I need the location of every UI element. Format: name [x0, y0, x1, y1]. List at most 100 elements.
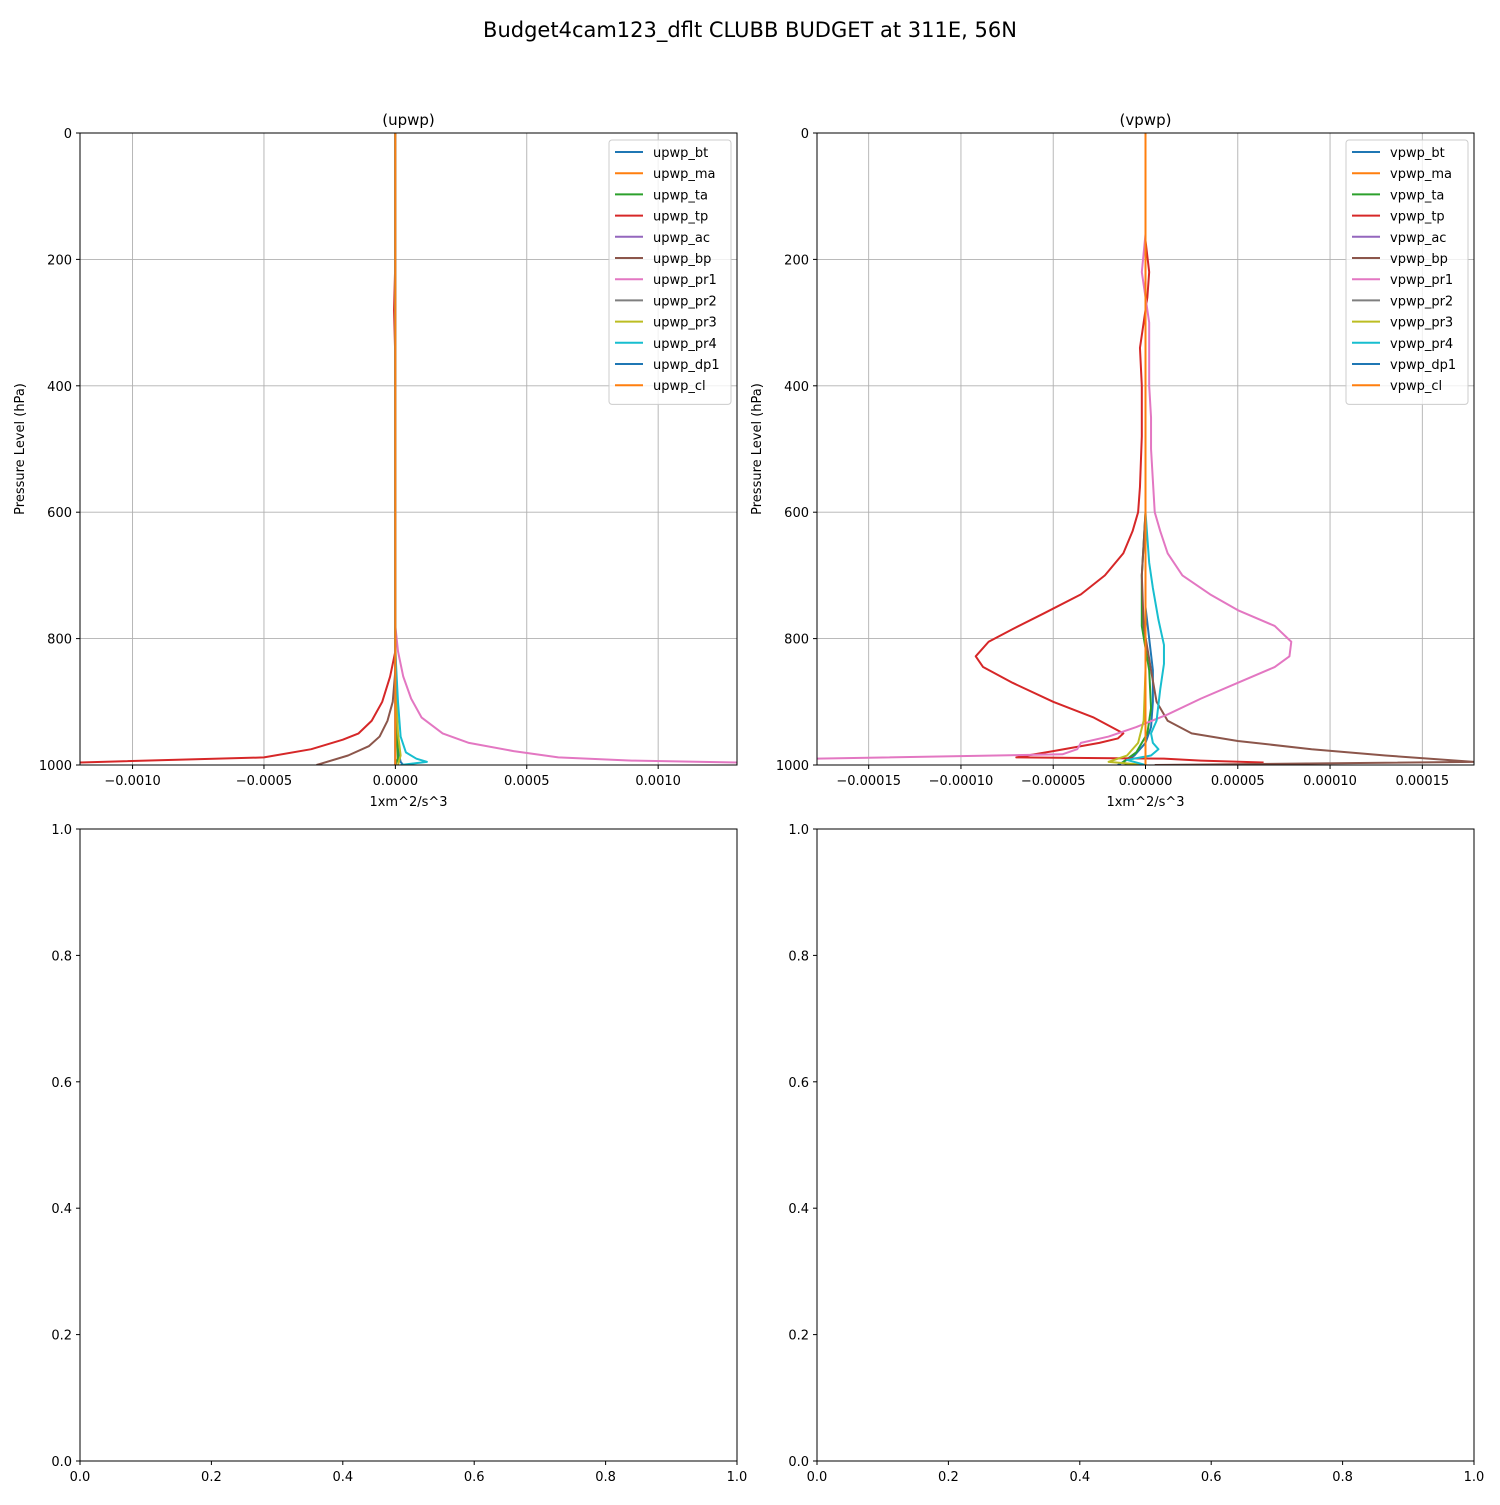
x-tick-label: 1.0 — [1464, 1470, 1485, 1485]
x-axis-label: 1xm^2/s^3 — [1106, 795, 1184, 810]
x-tick-label: 0.4 — [1069, 1470, 1090, 1485]
legend: vpwp_bt vpwp_ma vpwp_ta vpwp_tp vpwp_ac vpwp_… — [1345, 139, 1469, 405]
y-tick-label: 1.0 — [788, 823, 809, 838]
series-group — [817, 133, 1474, 765]
y-tick-label: 0.8 — [51, 949, 72, 964]
x-axis-label: 1xm^2/s^3 — [369, 795, 447, 810]
legend-label-upwp_ac: upwp_ac — [653, 231, 710, 246]
y-tick-label: 0.8 — [788, 949, 809, 964]
series-line-vpwp_pr1 — [817, 133, 1293, 760]
y-tick-label: 0.0 — [788, 1455, 809, 1470]
legend-label-upwp_bp: upwp_bp — [653, 252, 711, 267]
y-tick-label: 600 — [784, 506, 809, 521]
series-line-upwp_tp — [80, 133, 397, 764]
x-tick-label: 0.6 — [1201, 1470, 1222, 1485]
legend-label-vpwp_ta: vpwp_ta — [1390, 188, 1444, 203]
panel-title: (vpwp) — [1120, 111, 1172, 129]
legend-label-vpwp_bt: vpwp_bt — [1390, 146, 1445, 161]
legend-label-upwp_ma: upwp_ma — [653, 167, 716, 182]
series-group — [80, 133, 737, 765]
x-tick-label: 0.0 — [70, 1470, 91, 1485]
y-tick-label: 800 — [47, 633, 72, 648]
x-tick-label: 0.2 — [201, 1470, 222, 1485]
legend-label-vpwp_cl: vpwp_cl — [1390, 379, 1442, 394]
y-tick-label: 1000 — [39, 759, 72, 774]
legend-label-vpwp_pr3: vpwp_pr3 — [1390, 316, 1453, 331]
legend-label-upwp_cl: upwp_cl — [653, 379, 706, 394]
panel-3: 0.0 0.2 0.4 0.6 0.8 1.0 0.0 0.2 0.4 0.6 0.8 1.0 — [51, 823, 747, 1485]
y-tick-label: 0.6 — [788, 1076, 809, 1091]
x-tick-label: −0.00005 — [1021, 774, 1086, 789]
legend-label-vpwp_ma: vpwp_ma — [1390, 167, 1452, 182]
legend-label-upwp_pr2: upwp_pr2 — [653, 294, 717, 309]
y-tick-label: 0 — [64, 127, 72, 142]
legend: upwp_bt upwp_ma upwp_ta upwp_tp upwp_ac upwp_… — [608, 139, 732, 405]
x-tick-label: −0.0005 — [236, 774, 292, 789]
x-tick-label: −0.00015 — [836, 774, 901, 789]
y-tick-label: 0.2 — [51, 1329, 72, 1344]
y-axis-label: Pressure Level (hPa) — [13, 383, 28, 515]
x-tick-label: 0.6 — [464, 1470, 485, 1485]
x-tick-label: 0.4 — [332, 1470, 353, 1485]
x-tick-label: 0.0005 — [504, 774, 550, 789]
y-tick-label: 0.4 — [51, 1202, 72, 1217]
legend-label-vpwp_tp: vpwp_tp — [1390, 210, 1445, 225]
legend-label-vpwp_dp1: vpwp_dp1 — [1390, 358, 1456, 373]
legend-label-upwp_bt: upwp_bt — [653, 146, 708, 161]
x-tick-label: −0.0010 — [104, 774, 160, 789]
series-line-upwp_pr1 — [394, 133, 737, 764]
legend-label-upwp_tp: upwp_tp — [653, 210, 708, 225]
y-tick-label: 800 — [784, 633, 809, 648]
x-tick-label: 0.8 — [595, 1470, 616, 1485]
legend-label-upwp_pr4: upwp_pr4 — [653, 337, 717, 352]
legend-label-upwp_pr1: upwp_pr1 — [653, 273, 717, 288]
y-tick-label: 1000 — [776, 759, 809, 774]
x-tick-label: 1.0 — [727, 1470, 748, 1485]
x-tick-label: −0.00010 — [929, 774, 994, 789]
y-axis-label: Pressure Level (hPa) — [750, 383, 765, 515]
legend-label-upwp_ta: upwp_ta — [653, 188, 708, 203]
figure-title: Budget4cam123_dflt CLUBB BUDGET at 311E,… — [483, 18, 1017, 43]
legend-box — [1345, 139, 1469, 405]
series-line-vpwp_tp — [974, 133, 1264, 764]
y-tick-label: 200 — [784, 253, 809, 268]
legend-label-vpwp_ac: vpwp_ac — [1390, 231, 1446, 246]
y-tick-label: 1.0 — [51, 823, 72, 838]
y-tick-label: 0.4 — [788, 1202, 809, 1217]
x-tick-label: 0.2 — [938, 1470, 959, 1485]
y-tick-label: 0.2 — [788, 1329, 809, 1344]
legend-label-vpwp_pr4: vpwp_pr4 — [1390, 337, 1453, 352]
panel-title: (upwp) — [382, 111, 435, 129]
legend-label-vpwp_bp: vpwp_bp — [1390, 252, 1448, 267]
series-line-vpwp_bp — [1140, 133, 1474, 765]
x-tick-label: 0.00015 — [1395, 774, 1449, 789]
y-tick-label: 0 — [801, 127, 809, 142]
x-tick-label: 0.0010 — [635, 774, 681, 789]
y-tick-label: 0.0 — [51, 1455, 72, 1470]
y-tick-label: 400 — [784, 380, 809, 395]
x-tick-label: 0.0 — [807, 1470, 828, 1485]
plot-frame — [816, 828, 1475, 1462]
x-tick-label: 0.0000 — [373, 774, 419, 789]
panel-2: −0.00015 −0.00010 −0.00005 0.00000 0.00005 0.… — [750, 111, 1475, 810]
panel-4: 0.0 0.2 0.4 0.6 0.8 1.0 0.0 0.2 0.4 0.6 0.8 1.0 — [788, 823, 1484, 1485]
y-tick-label: 0.6 — [51, 1076, 72, 1091]
series-line-vpwp_pr4 — [1126, 133, 1165, 765]
legend-label-upwp_dp1: upwp_dp1 — [653, 358, 720, 373]
panel-1: −0.0010 −0.0005 0.0000 0.0005 0.0010 0 200 400 6… — [13, 111, 738, 810]
x-tick-label: 0.00000 — [1119, 774, 1173, 789]
legend-label-vpwp_pr1: vpwp_pr1 — [1390, 273, 1453, 288]
x-tick-label: 0.00005 — [1211, 774, 1265, 789]
y-tick-label: 400 — [47, 380, 72, 395]
plot-frame — [79, 828, 738, 1462]
y-tick-label: 200 — [47, 253, 72, 268]
x-tick-label: 0.8 — [1332, 1470, 1353, 1485]
x-tick-label: 0.00010 — [1303, 774, 1357, 789]
y-tick-label: 600 — [47, 506, 72, 521]
plot-frame — [79, 132, 738, 766]
legend-box — [608, 139, 732, 405]
legend-label-vpwp_pr2: vpwp_pr2 — [1390, 294, 1453, 309]
legend-label-upwp_pr3: upwp_pr3 — [653, 316, 717, 331]
